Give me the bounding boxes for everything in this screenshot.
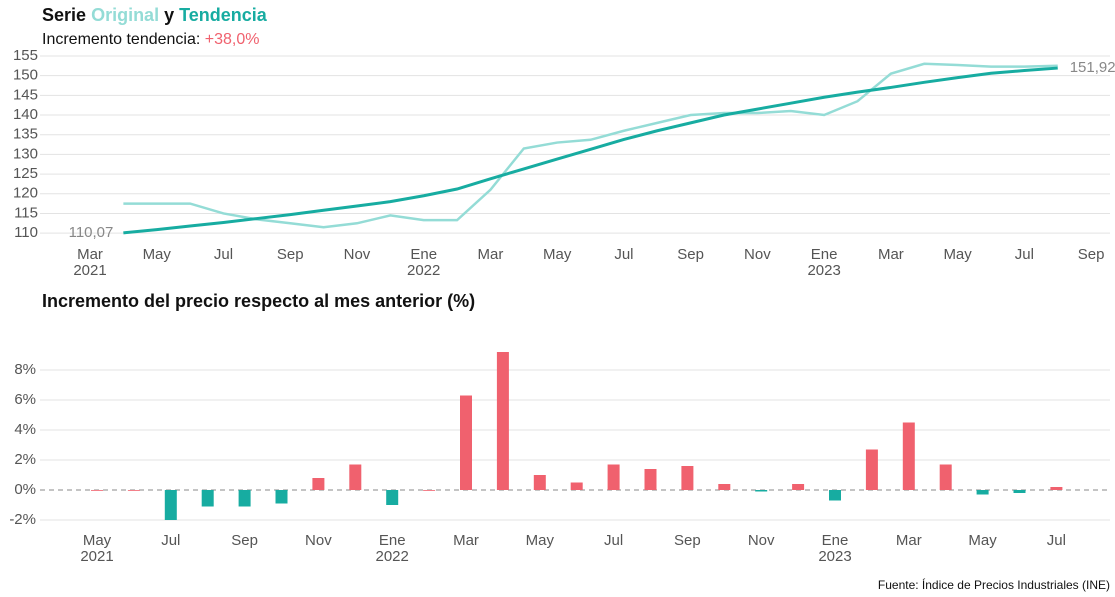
x-tick-label: Ene 2022 — [376, 532, 409, 565]
y-tick-label: 4% — [14, 421, 36, 438]
x-tick-label: Sep — [231, 532, 258, 549]
x-tick-label: Nov — [744, 246, 771, 263]
series-line — [123, 62, 1058, 229]
x-tick-label: Jul — [161, 532, 180, 549]
y-tick-label: 115 — [14, 204, 38, 221]
bar — [423, 490, 436, 491]
bar — [570, 482, 583, 490]
value-label: 151,92 — [1070, 59, 1115, 76]
x-tick-label: May — [143, 246, 172, 263]
x-tick-label: Mar — [453, 532, 479, 549]
bar — [201, 490, 214, 507]
bar — [902, 422, 915, 490]
x-tick-label: Nov — [748, 532, 775, 549]
title-word: Original — [91, 5, 159, 25]
x-tick-label: Nov — [344, 246, 371, 263]
y-tick-label: 6% — [14, 391, 36, 408]
title-word: y — [164, 5, 174, 25]
x-tick-label: Jul — [1047, 532, 1066, 549]
chart-title: Incremento del precio respecto al mes an… — [42, 291, 475, 311]
bar — [164, 490, 177, 520]
x-tick-label: Ene 2023 — [818, 532, 851, 565]
subtitle-text: Incremento tendencia: — [42, 31, 200, 48]
chart-title: Serie Original y Tendencia — [42, 5, 268, 25]
y-tick-label: -2% — [9, 511, 36, 528]
bar — [275, 490, 288, 504]
y-tick-label: 155 — [13, 47, 38, 64]
x-tick-label: May — [543, 246, 572, 263]
bar — [127, 490, 140, 491]
bar — [460, 395, 472, 490]
y-tick-label: 140 — [13, 106, 38, 123]
bar — [386, 490, 399, 505]
subtitle-value: +38,0% — [205, 31, 260, 48]
bar — [829, 490, 841, 501]
title-word: Tendencia — [179, 5, 268, 25]
bar — [349, 464, 362, 490]
source: Fuente: Índice de Precios Industriales (… — [878, 577, 1110, 592]
bar — [976, 490, 989, 495]
y-tick-label: 125 — [13, 165, 38, 182]
y-tick-label: 8% — [14, 361, 36, 378]
x-tick-label: Ene 2022 — [407, 246, 440, 279]
x-tick-label: Sep — [1078, 246, 1105, 263]
x-tick-label: Sep — [677, 246, 704, 263]
title-word: Serie — [42, 5, 86, 25]
y-tick-label: 0% — [14, 481, 36, 498]
x-tick-label: Jul — [604, 532, 623, 549]
x-tick-label: Sep — [674, 532, 701, 549]
value-label: 110,07 — [69, 224, 114, 241]
x-tick-label: Jul — [614, 246, 633, 263]
x-tick-label: Jul — [214, 246, 233, 263]
x-tick-label: May — [968, 532, 997, 549]
bar — [755, 490, 768, 492]
x-tick-label: May 2021 — [80, 532, 113, 565]
subtitle: Incremento tendencia: +38,0% — [42, 31, 260, 48]
bar — [533, 475, 546, 490]
y-tick-label: 135 — [13, 126, 38, 143]
x-tick-label: Jul — [1015, 246, 1034, 263]
bar — [496, 352, 509, 490]
x-tick-label: Mar 2021 — [73, 246, 106, 279]
x-tick-label: Sep — [277, 246, 304, 263]
x-tick-label: Mar — [896, 532, 922, 549]
bar — [238, 490, 251, 507]
series-line — [123, 66, 1058, 235]
x-tick-label: May — [526, 532, 555, 549]
x-tick-label: Ene 2023 — [807, 246, 840, 279]
bar — [681, 466, 694, 490]
y-tick-label: 145 — [13, 86, 38, 103]
x-tick-label: Mar — [878, 246, 904, 263]
bar — [865, 449, 878, 490]
bar — [1013, 490, 1026, 493]
bar — [312, 478, 325, 490]
bar — [644, 469, 657, 490]
bar — [607, 464, 620, 490]
x-tick-label: Nov — [305, 532, 332, 549]
x-tick-label: May — [943, 246, 972, 263]
y-tick-label: 120 — [13, 185, 38, 202]
bar — [91, 490, 103, 491]
bar — [718, 484, 731, 490]
bar — [792, 484, 805, 490]
bar — [939, 464, 952, 490]
x-tick-label: Mar — [478, 246, 504, 263]
y-tick-label: 150 — [13, 67, 38, 84]
bar — [1050, 487, 1063, 490]
y-tick-label: 130 — [13, 145, 38, 162]
y-tick-label: 110 — [14, 224, 38, 241]
y-tick-label: 2% — [14, 451, 36, 468]
